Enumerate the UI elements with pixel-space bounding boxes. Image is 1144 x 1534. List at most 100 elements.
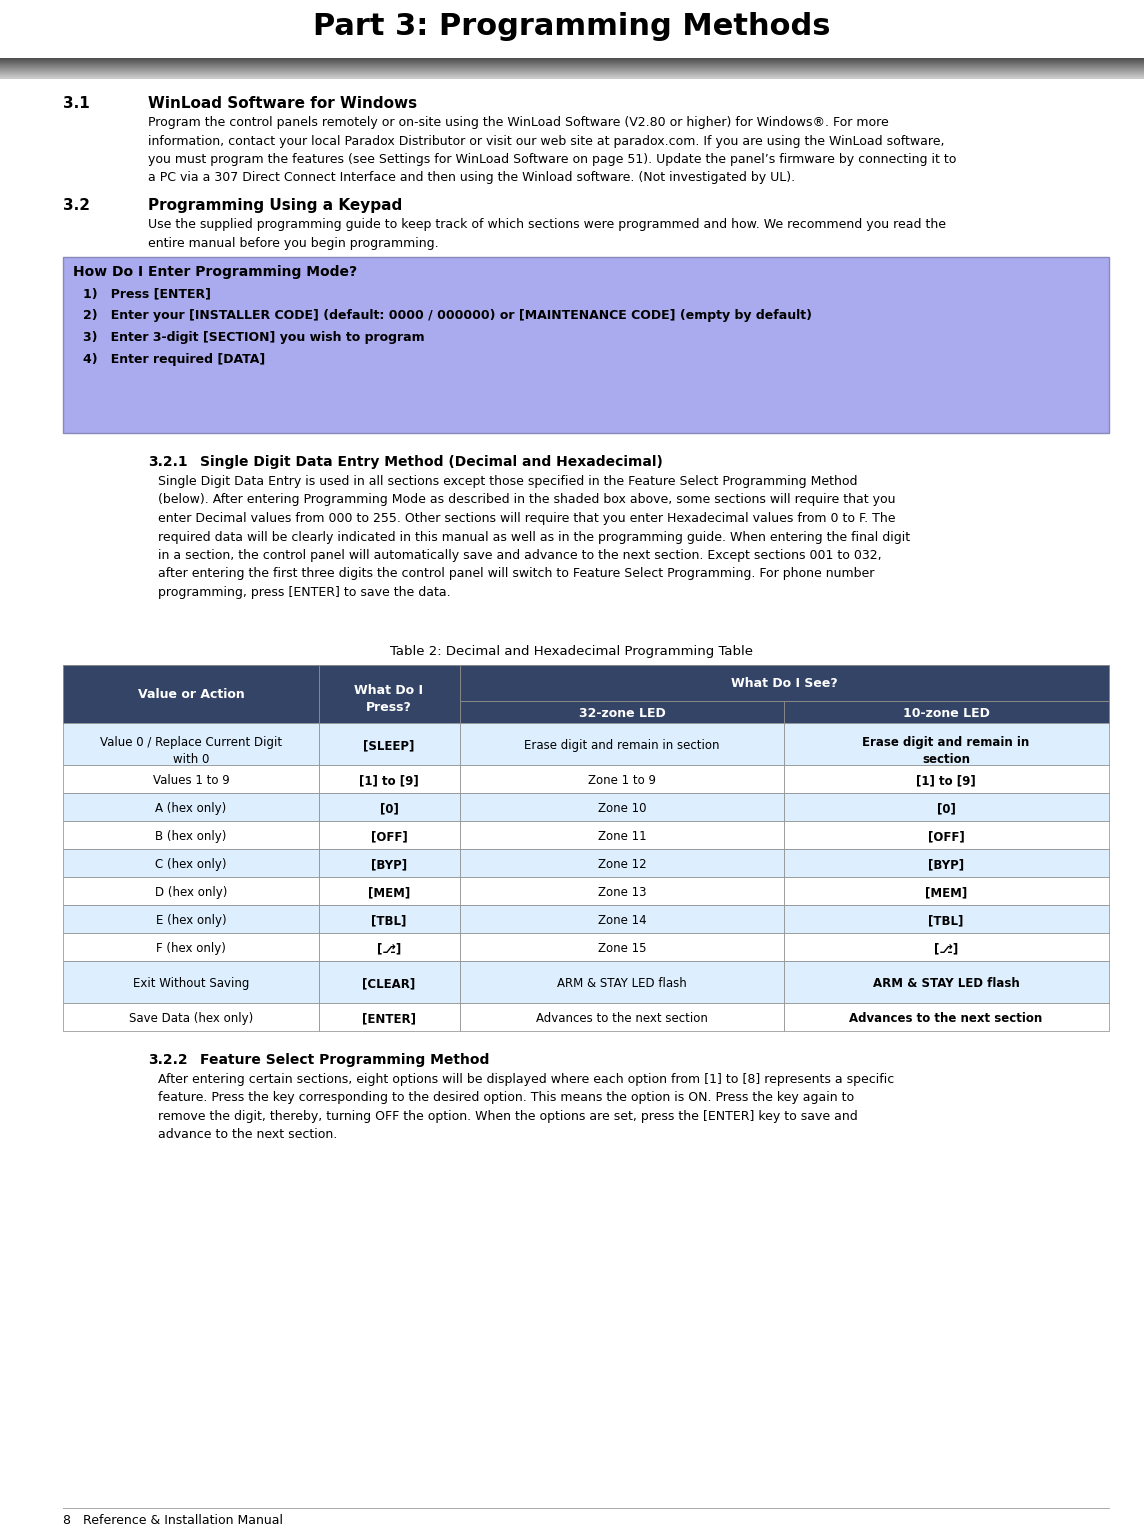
Text: [BYP]: [BYP]: [928, 858, 964, 871]
Text: 3)   Enter 3-digit [SECTION] you wish to program: 3) Enter 3-digit [SECTION] you wish to p…: [84, 331, 424, 344]
Text: Zone 14: Zone 14: [597, 914, 646, 927]
Bar: [63, 1003, 319, 1031]
Text: Erase digit and remain in
section: Erase digit and remain in section: [863, 736, 1030, 765]
Text: A (hex only): A (hex only): [156, 802, 227, 815]
Text: Exit Without Saving: Exit Without Saving: [133, 977, 249, 989]
Bar: [63, 765, 319, 793]
Text: 4)   Enter required [DATA]: 4) Enter required [DATA]: [84, 353, 265, 367]
Text: Zone 15: Zone 15: [598, 942, 646, 956]
Bar: [784, 877, 1109, 905]
Bar: [63, 258, 1109, 433]
Text: WinLoad Software for Windows: WinLoad Software for Windows: [148, 97, 418, 110]
Text: What Do I
Press?: What Do I Press?: [355, 684, 423, 713]
Bar: [63, 821, 319, 848]
Text: [MEM]: [MEM]: [924, 887, 967, 899]
Text: [1] to [9]: [1] to [9]: [916, 775, 976, 787]
Text: [1] to [9]: [1] to [9]: [359, 775, 419, 787]
Text: [SLEEP]: [SLEEP]: [364, 739, 414, 752]
Text: Program the control panels remotely or on-site using the WinLoad Software (V2.80: Program the control panels remotely or o…: [148, 117, 956, 184]
Text: Advances to the next section: Advances to the next section: [849, 1012, 1042, 1025]
Bar: [63, 666, 319, 723]
Bar: [319, 765, 460, 793]
Text: Save Data (hex only): Save Data (hex only): [129, 1012, 253, 1025]
Bar: [460, 877, 784, 905]
Bar: [460, 848, 784, 877]
Bar: [784, 1003, 1109, 1031]
Bar: [460, 793, 784, 821]
Bar: [460, 960, 784, 1003]
Bar: [63, 933, 319, 960]
Bar: [460, 905, 784, 933]
Bar: [63, 960, 319, 1003]
Bar: [319, 666, 460, 723]
Text: Programming Using a Keypad: Programming Using a Keypad: [148, 198, 403, 213]
Bar: [784, 933, 1109, 960]
Text: [BYP]: [BYP]: [371, 858, 407, 871]
Text: Single Digit Data Entry Method (Decimal and Hexadecimal): Single Digit Data Entry Method (Decimal …: [200, 456, 662, 469]
Text: 10-zone LED: 10-zone LED: [903, 707, 990, 719]
Text: ARM & STAY LED flash: ARM & STAY LED flash: [873, 977, 1019, 989]
Bar: [460, 666, 1109, 701]
Text: 3.1: 3.1: [63, 97, 89, 110]
Text: Single Digit Data Entry is used in all sections except those specified in the Fe: Single Digit Data Entry is used in all s…: [158, 476, 911, 598]
Text: Value or Action: Value or Action: [137, 689, 245, 701]
Text: [CLEAR]: [CLEAR]: [363, 977, 415, 989]
Bar: [319, 933, 460, 960]
Text: ARM & STAY LED flash: ARM & STAY LED flash: [557, 977, 686, 989]
Text: Zone 13: Zone 13: [598, 887, 646, 899]
Text: Erase digit and remain in section: Erase digit and remain in section: [524, 739, 720, 752]
Text: What Do I See?: What Do I See?: [731, 676, 837, 690]
Text: E (hex only): E (hex only): [156, 914, 227, 927]
Bar: [784, 821, 1109, 848]
Bar: [319, 960, 460, 1003]
Bar: [319, 848, 460, 877]
Text: C (hex only): C (hex only): [156, 858, 227, 871]
Bar: [319, 1003, 460, 1031]
Bar: [784, 723, 1109, 765]
Text: Zone 11: Zone 11: [597, 830, 646, 844]
Bar: [63, 905, 319, 933]
Text: [⎇]: [⎇]: [934, 942, 959, 956]
Text: [TBL]: [TBL]: [372, 914, 406, 927]
Bar: [319, 877, 460, 905]
Bar: [460, 933, 784, 960]
Bar: [460, 701, 784, 723]
Text: Zone 12: Zone 12: [597, 858, 646, 871]
Text: Values 1 to 9: Values 1 to 9: [152, 775, 230, 787]
Text: 2)   Enter your [INSTALLER CODE] (default: 0000 / 000000) or [MAINTENANCE CODE] : 2) Enter your [INSTALLER CODE] (default:…: [84, 308, 812, 322]
Text: [ENTER]: [ENTER]: [362, 1012, 416, 1025]
Text: Advances to the next section: Advances to the next section: [537, 1012, 708, 1025]
Text: F (hex only): F (hex only): [156, 942, 225, 956]
Bar: [460, 723, 784, 765]
Text: [0]: [0]: [937, 802, 955, 815]
Text: [OFF]: [OFF]: [928, 830, 964, 844]
Bar: [784, 793, 1109, 821]
Text: [MEM]: [MEM]: [368, 887, 411, 899]
Bar: [319, 821, 460, 848]
Bar: [319, 723, 460, 765]
Bar: [784, 765, 1109, 793]
Text: 8   Reference & Installation Manual: 8 Reference & Installation Manual: [63, 1514, 283, 1526]
Text: [TBL]: [TBL]: [928, 914, 963, 927]
Text: How Do I Enter Programming Mode?: How Do I Enter Programming Mode?: [73, 265, 357, 279]
Bar: [63, 793, 319, 821]
Text: [⎇]: [⎇]: [376, 942, 402, 956]
Text: [0]: [0]: [380, 802, 398, 815]
Text: [OFF]: [OFF]: [371, 830, 407, 844]
Text: B (hex only): B (hex only): [156, 830, 227, 844]
Text: 3.2: 3.2: [63, 198, 90, 213]
Text: 32-zone LED: 32-zone LED: [579, 707, 666, 719]
Text: Table 2: Decimal and Hexadecimal Programming Table: Table 2: Decimal and Hexadecimal Program…: [390, 644, 754, 658]
Bar: [460, 765, 784, 793]
Text: Use the supplied programming guide to keep track of which sections were programm: Use the supplied programming guide to ke…: [148, 218, 946, 250]
Text: 3.2.1: 3.2.1: [148, 456, 188, 469]
Bar: [784, 960, 1109, 1003]
Bar: [319, 793, 460, 821]
Bar: [63, 877, 319, 905]
Text: Feature Select Programming Method: Feature Select Programming Method: [200, 1052, 490, 1068]
Text: After entering certain sections, eight options will be displayed where each opti: After entering certain sections, eight o…: [158, 1072, 895, 1141]
Bar: [460, 1003, 784, 1031]
Bar: [63, 848, 319, 877]
Text: 3.2.2: 3.2.2: [148, 1052, 188, 1068]
Text: Value 0 / Replace Current Digit
with 0: Value 0 / Replace Current Digit with 0: [100, 736, 283, 765]
